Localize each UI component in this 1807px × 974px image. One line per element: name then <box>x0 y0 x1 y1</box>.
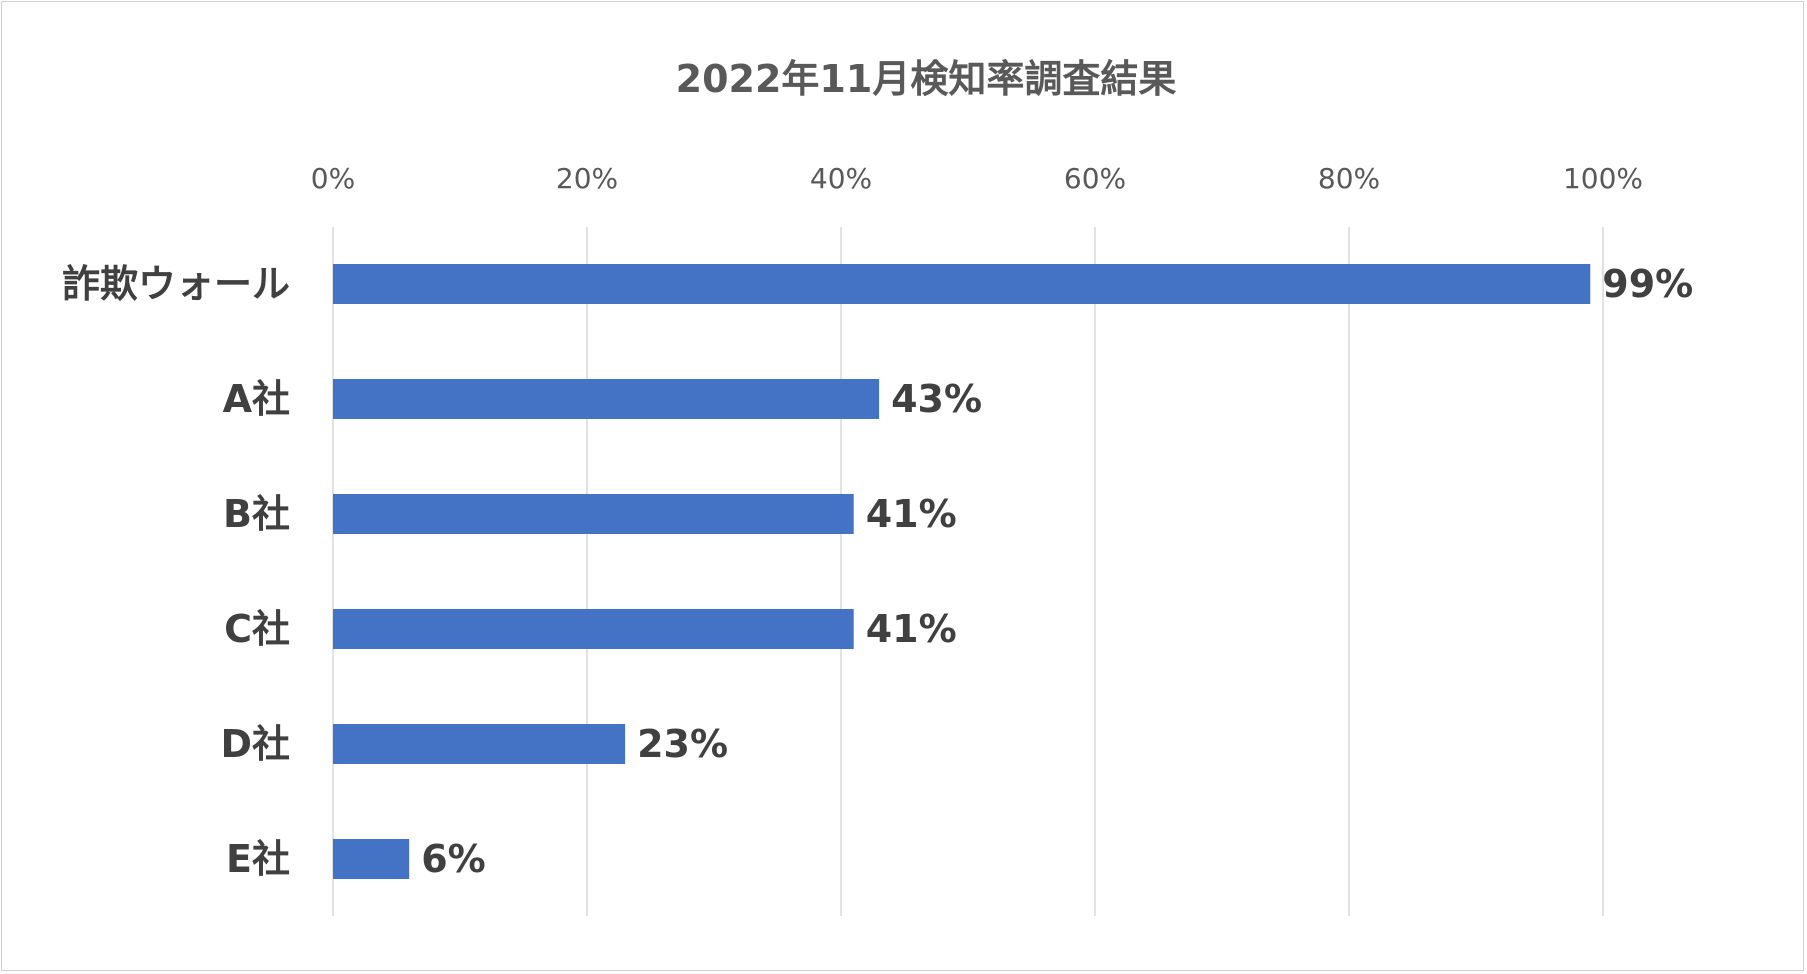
data-label: 41% <box>866 607 957 651</box>
x-tick-label: 100% <box>1563 162 1643 195</box>
data-labels: 99% 43% 41% 41% 23% 6% <box>421 262 1693 881</box>
x-tick-label: 60% <box>1064 162 1126 195</box>
data-label: 23% <box>637 722 728 766</box>
bar <box>333 724 626 764</box>
bar <box>333 839 410 879</box>
data-label: 41% <box>866 492 957 536</box>
data-label: 43% <box>891 377 982 421</box>
bars <box>333 264 1591 879</box>
category-label: C社 <box>224 607 290 651</box>
category-label: B社 <box>223 492 290 536</box>
x-tick-label: 40% <box>810 162 872 195</box>
category-label: A社 <box>223 377 290 421</box>
x-axis-ticks: 0% 20% 40% 60% 80% 100% <box>311 162 1643 195</box>
data-label: 6% <box>421 837 486 881</box>
bar <box>333 379 880 419</box>
category-label: 詐欺ウォール <box>62 262 290 306</box>
category-label: D社 <box>220 722 290 766</box>
category-labels: 詐欺ウォール A社 B社 C社 D社 E社 <box>62 262 290 881</box>
category-label: E社 <box>226 837 290 881</box>
x-tick-label: 20% <box>556 162 618 195</box>
chart-title: 2022年11月検知率調査結果 <box>676 57 1177 101</box>
gridlines <box>332 227 1604 916</box>
bar <box>333 494 854 534</box>
data-label: 99% <box>1602 262 1693 306</box>
x-tick-label: 80% <box>1318 162 1380 195</box>
x-tick-label: 0% <box>311 162 355 195</box>
bar <box>333 264 1591 304</box>
bar <box>333 609 854 649</box>
